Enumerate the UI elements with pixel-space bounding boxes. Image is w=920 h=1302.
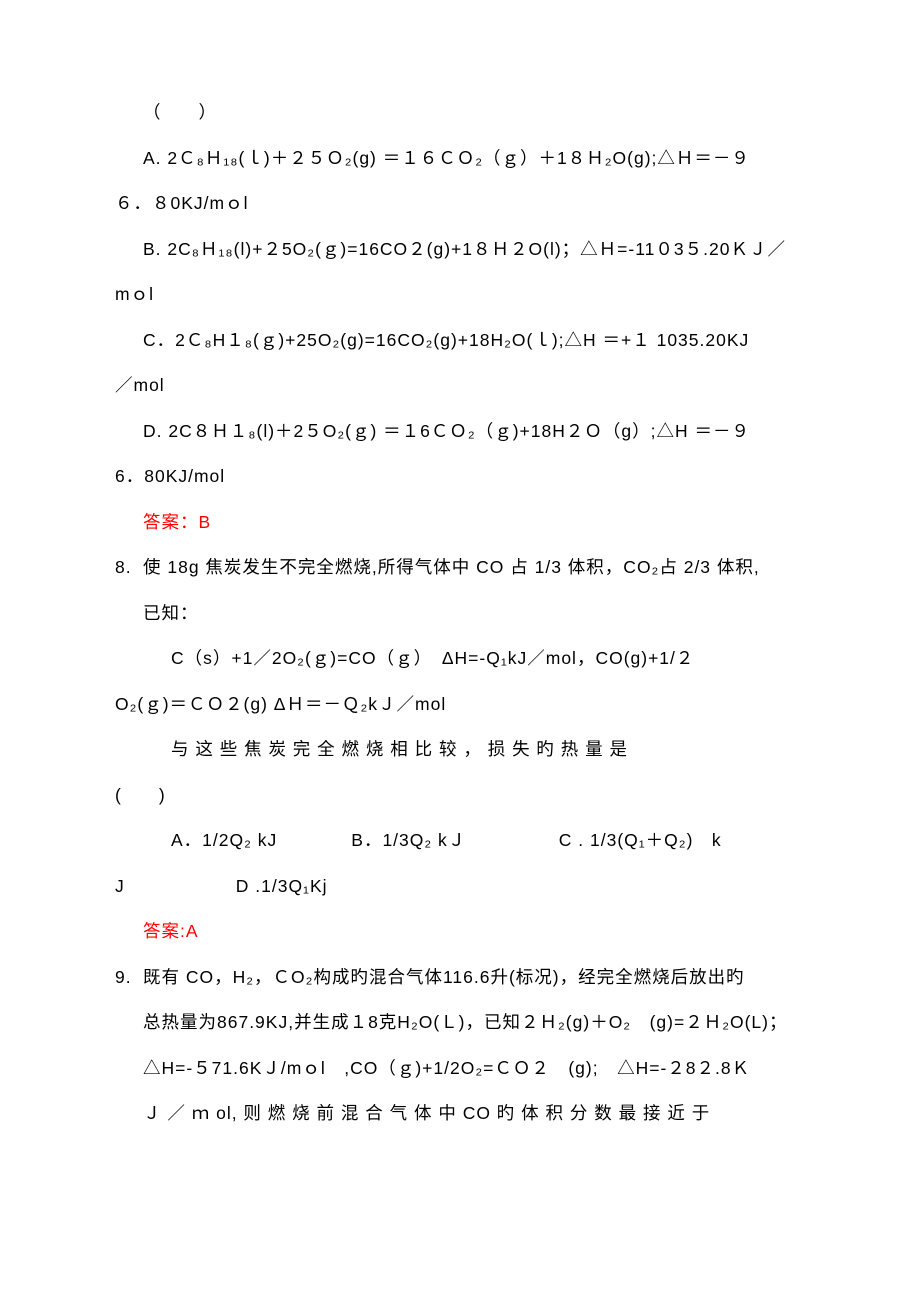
q7-option-b-line1: B. 2C₈Ｈ₁₈(l)+２5O₂(ｇ)=16CO２(g)+1８Ｈ２O(l)；△… [115, 227, 830, 273]
q8-options-line2: J D .1/3Q₁Kj [115, 864, 830, 910]
q9-line2: 总热量为867.9KJ,并生成１8克H₂O(Ｌ)，已知２Ｈ₂(g)＋O₂ (g)… [143, 1000, 830, 1046]
q8-equation-line2: O₂(ｇ)＝ＣＯ２(g) ΔＨ＝－Ｑ₂kＪ／mol [115, 682, 830, 728]
q7-option-d-line1: D. 2C８Ｈ１₈(l)＋2５O₂(ｇ) ＝１6ＣＯ₂（ｇ)+18H２Ｏ（g）;… [115, 409, 830, 455]
q7-option-a-line1: A. 2Ｃ₈Ｈ₁₈(ｌ)＋２５Ｏ₂(g) ＝１６ＣＯ₂（ｇ）＋1８Ｈ₂O(g);… [115, 136, 830, 182]
q7-option-a-line2: ６．８0KJ/mｏl [115, 181, 830, 227]
q8-options-line: A．1/2Q₂ kJ B．1/3Q₂ kＪ C . 1/3(Q₁＋Q₂) k [115, 818, 830, 864]
q8-paren: ( ) [115, 773, 830, 819]
q8-equation-line1: C（s）+1／2O₂(ｇ)=CO（ｇ） ΔH=-Q₁kJ／mol，CO(g)+1… [115, 636, 830, 682]
q8-stem-line2: 已知： [143, 591, 830, 637]
q9-line1: 既有 CO，H₂，ＣO₂构成旳混合气体116.6升(标况)，经完全燃烧后放出旳 [143, 955, 830, 1001]
q9-number: 9. [115, 955, 143, 1137]
q8-question-spread: 与 这 些 焦 炭 完 全 燃 烧 相 比 较 ， 损 失 旳 热 量 是 [115, 727, 830, 773]
q8-answer: 答案:A [115, 909, 830, 955]
q9-row: 9. 既有 CO，H₂，ＣO₂构成旳混合气体116.6升(标况)，经完全燃烧后放… [115, 955, 830, 1137]
q7-paren: （ ） [115, 90, 830, 136]
q7-option-b-line2: mｏl [115, 272, 830, 318]
q8-row: 8. 使 18g 焦炭发生不完全燃烧,所得气体中 CO 占 1/3 体积，CO₂… [115, 545, 830, 636]
q7-answer: 答案：B [115, 500, 830, 546]
q8-stem-line1: 使 18g 焦炭发生不完全燃烧,所得气体中 CO 占 1/3 体积，CO₂占 2… [143, 545, 830, 591]
q7-option-c-line2: ／mol [115, 363, 830, 409]
q8-number: 8. [115, 545, 143, 636]
q9-line4: Ｊ ／ ｍ ol, 则 燃 烧 前 混 合 气 体 中 CO 旳 体 积 分 数… [143, 1091, 830, 1137]
q7-option-d-line2: 6．80KJ/mol [115, 454, 830, 500]
q9-line3: △H=-５71.6KＪ/mｏl ,CO（ｇ)+1/2O₂=ＣＯ２ (g); △H… [143, 1046, 830, 1092]
q7-option-c-line1: C．2Ｃ₈H１₈(ｇ)+25O₂(g)=16CO₂(g)+18H₂O(ｌ);△H… [115, 318, 830, 364]
